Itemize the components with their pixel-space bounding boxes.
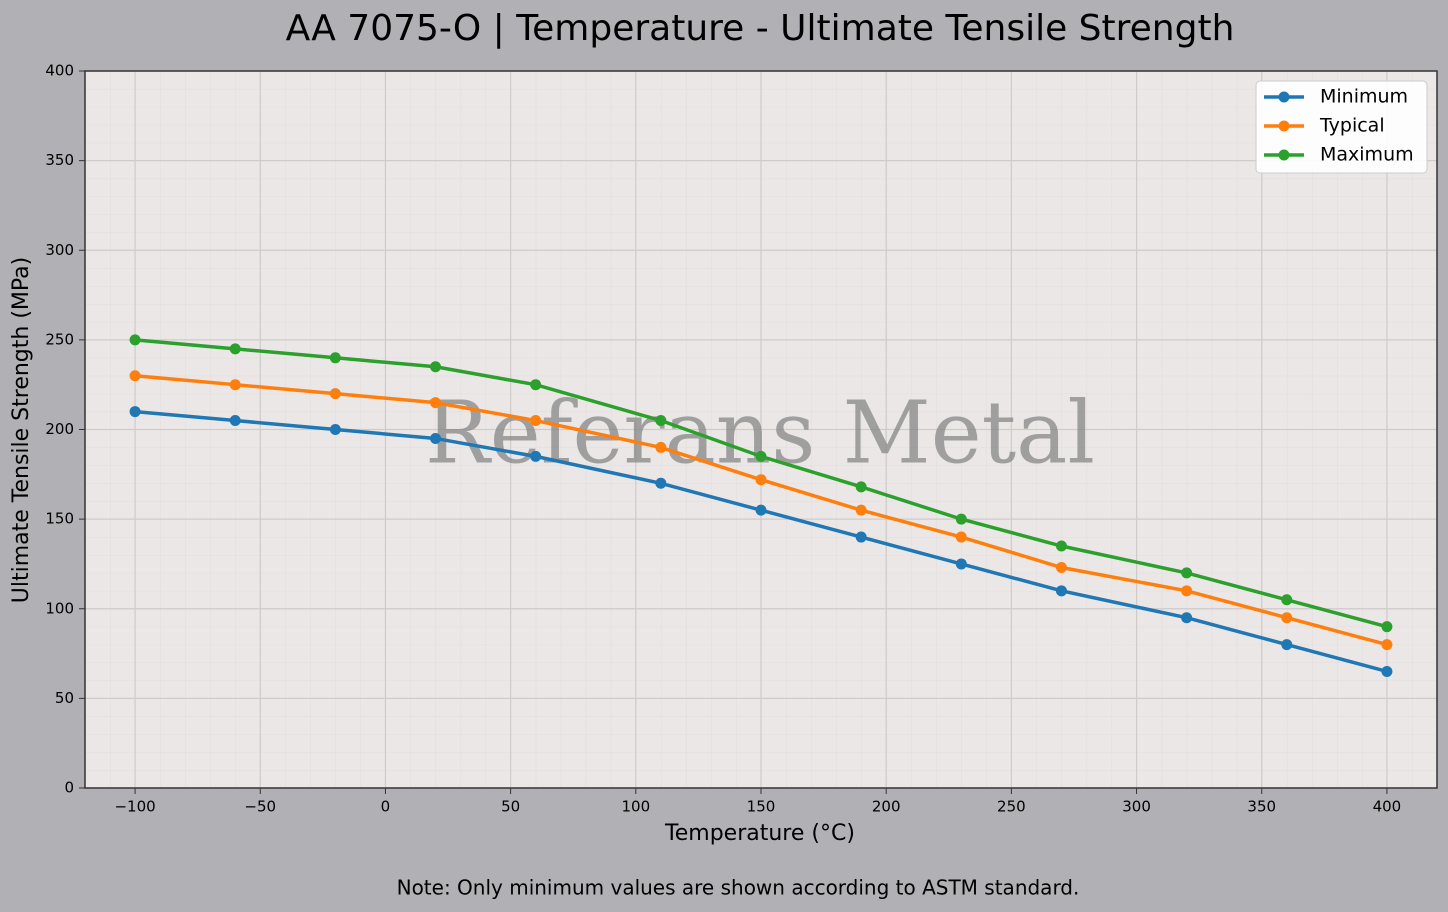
point <box>229 343 241 355</box>
x-tick-label: −100 <box>114 798 155 816</box>
point <box>655 415 667 427</box>
legend-box <box>1255 80 1428 174</box>
legend-label: Typical <box>1319 115 1385 137</box>
legend-marker <box>1278 91 1290 103</box>
x-axis-label: Temperature (°C) <box>664 821 855 846</box>
point <box>329 352 341 364</box>
legend-label: Minimum <box>1320 86 1408 108</box>
point <box>955 531 967 543</box>
point <box>530 415 542 427</box>
y-axis-label: Ultimate Tensile Strength (MPa) <box>9 257 34 603</box>
legend-marker <box>1278 120 1290 132</box>
x-tick-label: 50 <box>501 798 520 816</box>
y-tick-label: 150 <box>45 510 74 528</box>
point <box>430 361 442 373</box>
legend-label: Maximum <box>1320 144 1414 166</box>
point <box>129 334 141 346</box>
point <box>955 513 967 525</box>
point <box>655 441 667 453</box>
x-tick-label: 150 <box>747 798 776 816</box>
point <box>855 504 867 516</box>
y-tick-label: 50 <box>55 689 74 707</box>
point <box>129 406 141 418</box>
y-tick-label: 200 <box>45 420 74 438</box>
point <box>229 379 241 391</box>
point <box>430 432 442 444</box>
point <box>1381 621 1393 633</box>
x-tick-label: 0 <box>381 798 391 816</box>
plot <box>129 334 1393 677</box>
x-tick-label: 250 <box>997 798 1026 816</box>
note: Note: Only minimum values are shown acco… <box>397 876 1080 900</box>
point <box>655 477 667 489</box>
x-tick-label: 200 <box>872 798 901 816</box>
plot-frame <box>84 70 1438 789</box>
point <box>1055 585 1067 597</box>
y-tick-label: 300 <box>45 241 74 259</box>
point <box>755 474 767 486</box>
point <box>329 424 341 435</box>
legend-marker <box>1278 149 1290 161</box>
point <box>1381 639 1393 651</box>
point <box>530 450 542 462</box>
point <box>1281 639 1293 651</box>
x-tick-label: 300 <box>1122 798 1151 816</box>
point <box>1055 540 1067 552</box>
point <box>1055 562 1067 574</box>
point <box>1181 612 1193 624</box>
grid <box>79 70 1437 794</box>
point <box>430 397 442 409</box>
point <box>755 504 767 516</box>
y-tick-label: 400 <box>45 62 74 80</box>
point <box>955 558 967 570</box>
y-tick-label: 100 <box>45 599 74 617</box>
point <box>530 379 542 391</box>
y-tick-label: 0 <box>64 779 74 797</box>
y-tick-label: 250 <box>45 330 74 348</box>
point <box>229 415 241 427</box>
point <box>855 481 867 493</box>
point <box>1181 567 1193 579</box>
y-tick-label: 350 <box>45 151 74 169</box>
point <box>129 370 141 382</box>
chart-title: AA 7075-O | Temperature - Ultimate Tensi… <box>286 8 1235 49</box>
x-tick-label: 350 <box>1247 798 1276 816</box>
point <box>1281 594 1293 606</box>
legend: Minimum Typical Maximum <box>1255 80 1428 174</box>
x-tick-label: −50 <box>244 798 276 816</box>
x-tick-label: 400 <box>1373 798 1402 816</box>
watermark: Referans Metal <box>425 384 1095 484</box>
point <box>329 388 341 400</box>
point <box>1181 585 1193 597</box>
point <box>1281 612 1293 624</box>
point <box>855 531 867 543</box>
point <box>1381 665 1393 677</box>
point <box>755 450 767 462</box>
x-tick-label: 100 <box>621 798 650 816</box>
